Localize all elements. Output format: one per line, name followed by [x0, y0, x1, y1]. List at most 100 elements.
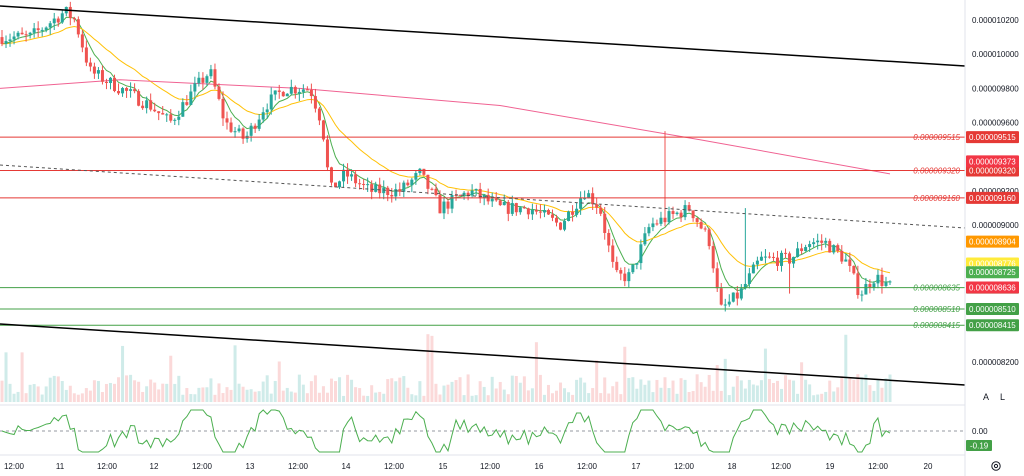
candle-body	[153, 109, 157, 112]
volume-bar	[193, 394, 197, 402]
auto-scale-button[interactable]: A	[983, 392, 989, 402]
volume-bar	[185, 388, 189, 402]
volume-bar	[157, 389, 161, 402]
gear-icon[interactable]	[991, 461, 1001, 471]
candle-body	[342, 169, 346, 182]
candle-body	[727, 301, 731, 305]
candle-body	[542, 210, 546, 213]
volume-bar	[687, 391, 691, 402]
candle-body	[145, 100, 149, 109]
candle-body	[125, 88, 129, 91]
volume-bar	[643, 384, 647, 402]
time-tick-label: 12:00	[577, 462, 598, 471]
volume-bar	[739, 380, 743, 402]
volume-bar	[478, 381, 482, 402]
log-scale-button[interactable]: L	[1000, 392, 1005, 402]
volume-bar	[301, 384, 305, 402]
price-tag: 0.000008725	[969, 268, 1016, 277]
candle-body	[647, 227, 651, 234]
candle-body	[257, 119, 261, 129]
candle-body	[56, 18, 60, 23]
volume-bar	[711, 390, 715, 402]
volume-bar	[723, 358, 727, 402]
volume-bar	[599, 393, 603, 402]
volume-bar	[780, 388, 784, 402]
candle-body	[44, 27, 48, 30]
candle-body	[177, 116, 181, 120]
candle-body	[735, 292, 739, 299]
candle-body	[607, 232, 611, 246]
candle-body	[229, 122, 233, 132]
candle-body	[687, 205, 691, 211]
candle-body	[261, 112, 265, 120]
candle-body	[434, 188, 438, 196]
volume-bar	[84, 388, 88, 402]
volume-bar	[579, 377, 583, 402]
candle-body	[631, 264, 635, 273]
candle-body	[80, 34, 84, 48]
volume-bar	[639, 379, 643, 402]
volume-bar	[679, 378, 683, 402]
volume-bar	[771, 382, 775, 402]
candle-body	[683, 205, 687, 218]
candle-body	[386, 187, 390, 196]
volume-bar	[189, 394, 193, 402]
candle-body	[784, 252, 788, 254]
candle-body	[217, 86, 221, 99]
volume-bar	[816, 394, 820, 402]
volume-bar	[755, 385, 759, 402]
candle-body	[868, 284, 872, 288]
volume-bar	[575, 379, 579, 402]
volume-bar	[482, 386, 486, 402]
candle-body	[265, 109, 269, 113]
level-labels: 0.000009515 0.000009320 0.000009160 0.00000…	[913, 133, 960, 330]
volume-bar	[663, 377, 667, 402]
volume-bar	[297, 374, 301, 402]
volume-bar	[386, 379, 390, 402]
candle-body	[695, 218, 699, 222]
volume-bar	[691, 391, 695, 402]
candle-body	[603, 213, 607, 233]
candle-body	[506, 201, 510, 214]
volume-bar	[253, 391, 257, 402]
candle-body	[4, 41, 8, 44]
price-tag: 0.000008904	[969, 238, 1016, 247]
price-axis[interactable]: 0.000010200 0.000010000 0.000009800 0.00000…	[972, 16, 1019, 367]
candle-body	[615, 261, 619, 271]
volume-bar	[233, 345, 237, 402]
candle-body	[591, 193, 595, 205]
volume-bar	[502, 389, 506, 402]
volume-bar	[731, 386, 735, 402]
volume-bar	[370, 385, 374, 402]
candle-body	[209, 69, 213, 77]
candle-body	[193, 83, 197, 92]
volume-bar	[526, 390, 530, 402]
candle-body	[832, 245, 836, 253]
candle-body	[450, 195, 454, 209]
volume-bar	[442, 385, 446, 402]
volume-bar	[450, 381, 454, 402]
volume-bar	[92, 380, 96, 402]
price-tag: 0.000008776	[969, 260, 1016, 269]
volume-bar	[559, 382, 563, 402]
time-axis[interactable]: 12:00 11 12:00 12 12:00 13 12:00 14 12:00 15 12:00…	[4, 462, 933, 471]
candle-body	[490, 198, 494, 202]
upper-channel-line	[0, 5, 966, 67]
candle-body	[575, 208, 579, 215]
candle-body	[36, 28, 40, 31]
volume-bar	[534, 342, 538, 402]
support-label: 0.000008635	[913, 284, 960, 293]
candle-body	[225, 118, 229, 123]
indicator-pane	[0, 404, 965, 453]
volume-bar	[703, 386, 707, 402]
volume-bar	[0, 380, 4, 402]
price-tag: 0.000009373	[969, 157, 1016, 166]
candle-body	[824, 240, 828, 243]
candle-body	[426, 174, 430, 189]
resistance-label: 0.000009320	[913, 166, 960, 175]
candle-body	[40, 29, 44, 31]
price-tag-bg	[966, 281, 1019, 294]
candle-body	[872, 283, 876, 288]
candle-body	[173, 119, 177, 121]
